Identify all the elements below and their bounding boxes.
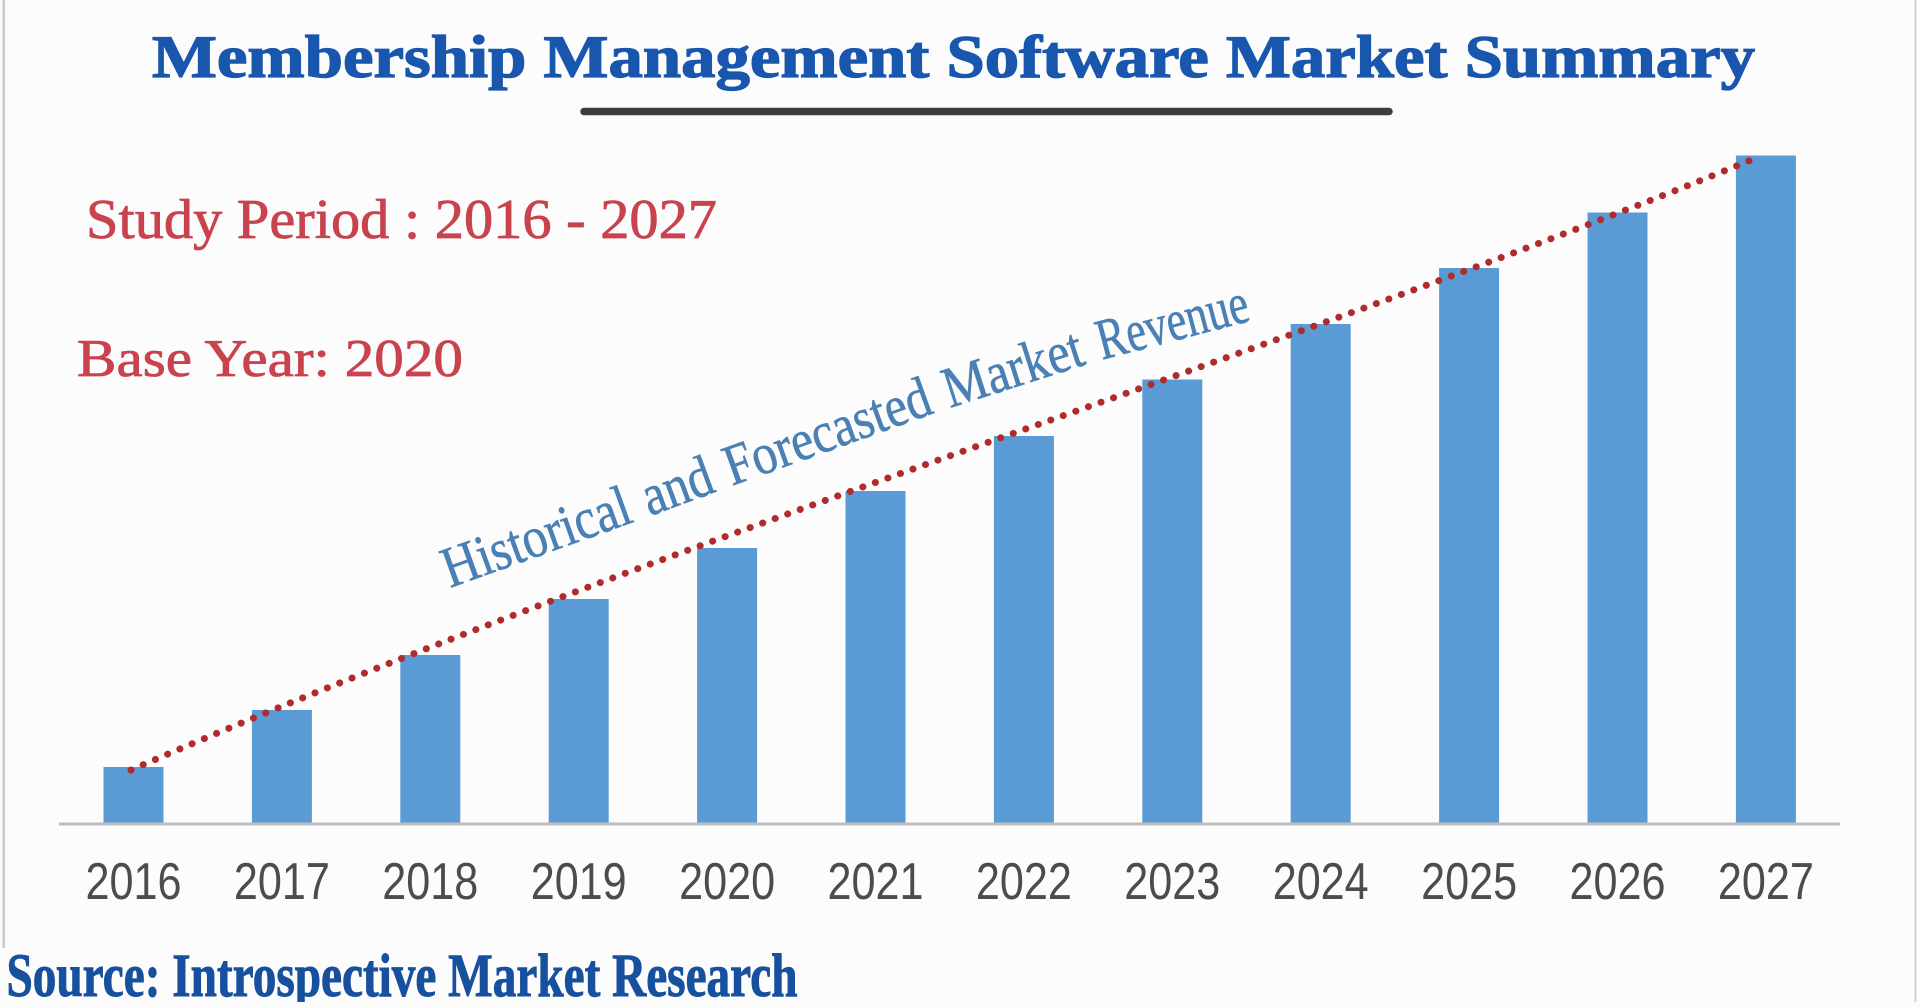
svg-text:2025: 2025 <box>1421 853 1517 911</box>
svg-text:2027: 2027 <box>1718 853 1814 911</box>
svg-text:2024: 2024 <box>1273 853 1369 911</box>
svg-text:Study Period : 2016 - 2027: Study Period : 2016 - 2027 <box>86 189 717 251</box>
svg-text:2023: 2023 <box>1124 853 1220 911</box>
svg-text:Source: Introspective Market R: Source: Introspective Market Research <box>7 943 798 1002</box>
svg-text:2020: 2020 <box>679 853 775 911</box>
svg-text:2019: 2019 <box>531 853 627 911</box>
svg-text:2018: 2018 <box>382 853 478 911</box>
svg-text:2021: 2021 <box>828 853 924 911</box>
svg-text:2017: 2017 <box>234 853 330 911</box>
svg-text:2016: 2016 <box>86 853 182 911</box>
svg-text:2026: 2026 <box>1570 853 1666 911</box>
svg-text:Membership Management Software: Membership Management Software Market Su… <box>152 24 1755 90</box>
svg-text:Base Year: 2020: Base Year: 2020 <box>77 330 463 388</box>
svg-text:2022: 2022 <box>976 853 1072 911</box>
